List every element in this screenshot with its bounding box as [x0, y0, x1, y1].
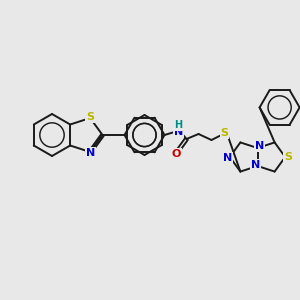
Text: N: N	[255, 141, 264, 151]
Text: H: H	[174, 120, 183, 130]
Text: S: S	[86, 112, 94, 122]
Text: S: S	[220, 128, 229, 138]
Text: S: S	[284, 152, 292, 162]
Text: N: N	[174, 127, 183, 137]
Text: N: N	[251, 160, 260, 170]
Text: N: N	[223, 153, 232, 163]
Text: N: N	[85, 148, 95, 158]
Text: O: O	[172, 149, 181, 159]
